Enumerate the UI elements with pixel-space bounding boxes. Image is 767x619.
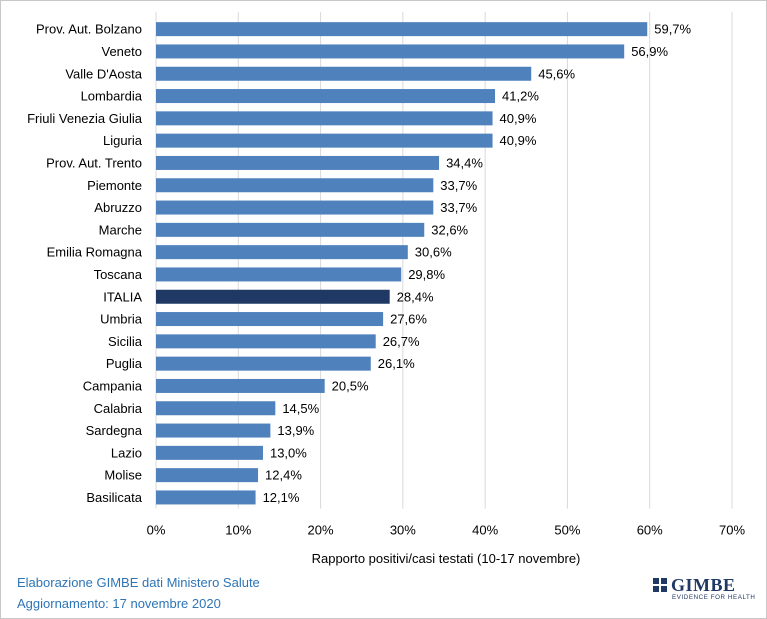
bar [156, 312, 384, 327]
bar [156, 66, 532, 81]
logo-name: GIMBE [671, 575, 736, 595]
bar [156, 155, 440, 170]
value-label: 40,9% [500, 111, 537, 126]
value-label: 33,7% [440, 178, 477, 193]
bar [156, 178, 434, 193]
category-label: Piemonte [87, 178, 142, 193]
value-label: 30,6% [415, 245, 452, 260]
footer-source: Elaborazione GIMBE dati Ministero Salute [17, 575, 260, 590]
x-tick-label: 10% [225, 523, 251, 538]
x-tick-label: 70% [719, 523, 745, 538]
x-tick-label: 0% [147, 523, 166, 538]
logo-tagline: EVIDENCE FOR HEALTH [672, 594, 756, 601]
bar [156, 289, 390, 304]
bar [156, 111, 493, 126]
category-labels: Prov. Aut. Bolzano Veneto Valle D'Aosta Lom… [27, 22, 143, 505]
bar [156, 445, 263, 460]
gimbe-logo: GIMBE EVIDENCE FOR HEALTH [653, 575, 755, 605]
x-tick-label: 20% [308, 523, 334, 538]
value-label: 59,7% [654, 22, 691, 37]
value-label: 32,6% [431, 222, 468, 237]
bar [156, 44, 625, 59]
value-label: 27,6% [390, 312, 427, 327]
value-label: 13,9% [277, 423, 314, 438]
bar [156, 334, 376, 349]
value-label: 33,7% [440, 200, 477, 215]
x-axis-label: Rapporto positivi/casi testati (10-17 no… [312, 551, 581, 566]
x-tick-label: 40% [472, 523, 498, 538]
bar [156, 133, 493, 148]
category-label: Friuli Venezia Giulia [27, 111, 143, 126]
bar [156, 22, 648, 37]
category-label: Valle D'Aosta [65, 66, 142, 81]
bar [156, 378, 325, 393]
bar [156, 222, 425, 237]
value-label: 26,7% [383, 334, 420, 349]
value-label: 14,5% [282, 401, 319, 416]
value-label: 26,1% [378, 356, 415, 371]
x-tick-labels: 0% 10% 20% 30% 40% 50% 60% 70% [147, 523, 746, 538]
value-label: 28,4% [397, 289, 434, 304]
footer-update: Aggiornamento: 17 novembre 2020 [17, 596, 221, 611]
value-label: 34,4% [446, 155, 483, 170]
value-label: 13,0% [270, 445, 307, 460]
category-label: Abruzzo [94, 200, 142, 215]
value-label: 12,1% [263, 490, 300, 505]
x-tick-label: 50% [554, 523, 580, 538]
category-label: Prov. Aut. Trento [46, 155, 142, 170]
value-labels: 59,7% 56,9% 45,6% 41,2% 40,9% 40,9% 34,4% 33,7%… [263, 22, 692, 505]
category-label: Lazio [111, 445, 142, 460]
category-label: Sicilia [108, 334, 143, 349]
category-label: Campania [83, 378, 143, 393]
bars [156, 22, 648, 505]
value-label: 45,6% [538, 66, 575, 81]
category-label: Calabria [94, 401, 143, 416]
category-label: ITALIA [103, 289, 142, 304]
category-label: Basilicata [86, 490, 142, 505]
category-label: Veneto [102, 44, 143, 59]
category-label: Prov. Aut. Bolzano [36, 22, 142, 37]
category-label: Toscana [94, 267, 143, 282]
bar [156, 401, 276, 416]
value-label: 29,8% [408, 267, 445, 282]
bar [156, 89, 496, 104]
x-tick-label: 60% [637, 523, 663, 538]
bar [156, 423, 271, 438]
category-label: Liguria [103, 133, 143, 148]
bar [156, 267, 402, 282]
value-label: 40,9% [500, 133, 537, 148]
category-label: Molise [104, 468, 142, 483]
category-label: Umbria [100, 312, 143, 327]
category-label: Puglia [106, 356, 143, 371]
gimbe-logo-mark-icon [653, 578, 667, 592]
category-label: Marche [99, 222, 142, 237]
bar [156, 490, 256, 505]
bar [156, 245, 408, 260]
category-label: Lombardia [81, 89, 143, 104]
value-label: 12,4% [265, 468, 302, 483]
value-label: 56,9% [631, 44, 668, 59]
category-label: Emilia Romagna [47, 245, 143, 260]
bar [156, 200, 434, 215]
value-label: 41,2% [502, 89, 539, 104]
bar [156, 356, 371, 371]
value-label: 20,5% [332, 378, 369, 393]
x-tick-label: 30% [390, 523, 416, 538]
bar [156, 468, 259, 483]
category-label: Sardegna [86, 423, 143, 438]
